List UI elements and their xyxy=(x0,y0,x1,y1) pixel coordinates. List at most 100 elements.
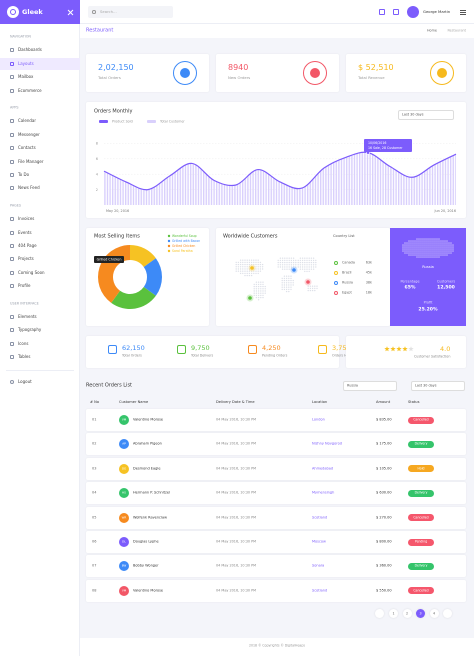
map-dot xyxy=(315,261,317,264)
map-dot xyxy=(436,238,438,240)
map-dot xyxy=(430,248,432,250)
menu-icon-line[interactable] xyxy=(460,14,466,15)
page-button[interactable] xyxy=(429,609,439,618)
menu-icon-line[interactable] xyxy=(460,12,466,13)
status-badge xyxy=(408,489,434,497)
map-dot xyxy=(438,240,440,242)
page-number[interactable]: 4 xyxy=(432,610,436,615)
search-box[interactable] xyxy=(88,6,173,18)
sidebar-item[interactable]: Events xyxy=(18,229,32,235)
map-dot xyxy=(412,240,414,242)
summary-label: Total Delivers xyxy=(191,353,214,358)
delivery-date: 04 May 2016, 10:30 PM xyxy=(216,490,257,495)
filter-dropdown[interactable] xyxy=(398,110,454,120)
map-dot xyxy=(410,252,412,254)
stat-icon xyxy=(437,68,447,78)
stat-icon-ring xyxy=(303,61,327,85)
sidebar-item[interactable]: Coming Soon xyxy=(18,269,45,275)
sidebar-item[interactable]: Contacts xyxy=(18,145,36,151)
map-dot xyxy=(257,288,260,290)
header-icon[interactable] xyxy=(379,9,385,15)
page-button[interactable] xyxy=(389,609,398,618)
sidebar-item[interactable]: File Manager xyxy=(18,158,44,164)
sidebar-item[interactable]: Dashboards xyxy=(18,47,42,53)
avatar xyxy=(119,463,129,474)
summary-label: Total Orders xyxy=(122,353,142,358)
map-dot xyxy=(430,256,432,258)
map-dot xyxy=(426,252,428,254)
sidebar-item[interactable]: Mailbox xyxy=(18,74,34,80)
map-dot xyxy=(290,288,292,291)
avatar-initials: BW xyxy=(121,563,127,568)
page-next[interactable] xyxy=(443,609,452,618)
map-dot xyxy=(257,283,260,286)
customer-name: Valentino Morose xyxy=(133,588,164,593)
map-dot xyxy=(434,242,436,244)
satisfaction-card xyxy=(346,336,466,368)
sidebar-item[interactable]: Ecommerce xyxy=(18,87,42,93)
map-dot xyxy=(446,240,448,242)
map-dot xyxy=(406,252,408,254)
filter-text: Last 30 days xyxy=(402,112,424,117)
page-title: Restaurant xyxy=(86,27,114,34)
sidebar-item[interactable]: 404 Page xyxy=(18,243,37,248)
map-dot xyxy=(288,261,290,264)
sidebar-item[interactable]: Typography xyxy=(18,327,42,333)
map-dot xyxy=(253,270,255,272)
map-dot xyxy=(297,261,299,264)
logout[interactable]: Logout xyxy=(18,379,32,384)
sidebar-item[interactable]: Projects xyxy=(18,256,34,262)
page-prev[interactable] xyxy=(375,609,384,618)
filter-dropdown[interactable] xyxy=(411,381,465,391)
sidebar-item[interactable]: Layouts xyxy=(18,60,34,66)
map-dot xyxy=(442,250,444,252)
map-dot xyxy=(242,261,244,264)
sidebar xyxy=(0,0,80,656)
map-dot xyxy=(283,279,286,282)
sidebar-item[interactable]: To Do xyxy=(18,172,30,177)
status-text: Delivery xyxy=(414,441,428,446)
column-header: Amount xyxy=(376,400,391,405)
avatar xyxy=(119,561,129,572)
sidebar-item[interactable]: Tables xyxy=(18,354,31,360)
map-dot xyxy=(284,264,286,266)
sidebar-item[interactable]: News Feed xyxy=(18,185,40,191)
page-number[interactable]: 1 xyxy=(392,610,395,615)
map-dot xyxy=(436,242,438,244)
map-dot xyxy=(416,248,418,250)
map-dot xyxy=(440,242,442,244)
map-dot xyxy=(450,246,452,248)
sidebar-item[interactable]: Profile xyxy=(18,283,31,289)
map-dot xyxy=(281,284,283,286)
sidebar-item[interactable]: Elements xyxy=(18,314,37,319)
star xyxy=(402,346,408,352)
delivery-date: 04 May 2016, 10:30 PM xyxy=(216,539,257,544)
user-avatar[interactable] xyxy=(407,6,419,18)
sidebar-item[interactable]: Icons xyxy=(18,340,29,346)
filter-dropdown[interactable] xyxy=(343,381,397,391)
map-dot xyxy=(255,296,258,299)
map-dot xyxy=(285,279,288,282)
header-icon[interactable] xyxy=(393,9,399,15)
page-number[interactable]: 3 xyxy=(419,610,422,615)
map-dot xyxy=(284,266,286,268)
page-button[interactable] xyxy=(416,609,425,618)
sidebar-item[interactable]: Messenger xyxy=(18,131,40,137)
map-dot xyxy=(426,248,428,250)
user-name[interactable]: George Martin xyxy=(423,9,451,15)
map-dot xyxy=(452,246,454,248)
map-dot xyxy=(253,292,255,294)
map-dot xyxy=(281,266,284,268)
map-dot xyxy=(301,257,304,259)
map-dot xyxy=(440,246,442,248)
percentage-value: 65% xyxy=(404,285,416,291)
sidebar-item[interactable]: Invoices xyxy=(18,216,35,222)
map-dot xyxy=(286,259,288,262)
breadcrumb-home[interactable]: Home xyxy=(426,28,437,33)
sidebar-item[interactable]: Calendar xyxy=(18,118,36,124)
page-button[interactable] xyxy=(402,609,412,618)
page-number[interactable]: 2 xyxy=(405,610,409,615)
map-dot xyxy=(440,250,442,252)
map-dot xyxy=(277,266,279,268)
menu-icon-line[interactable] xyxy=(460,10,466,11)
